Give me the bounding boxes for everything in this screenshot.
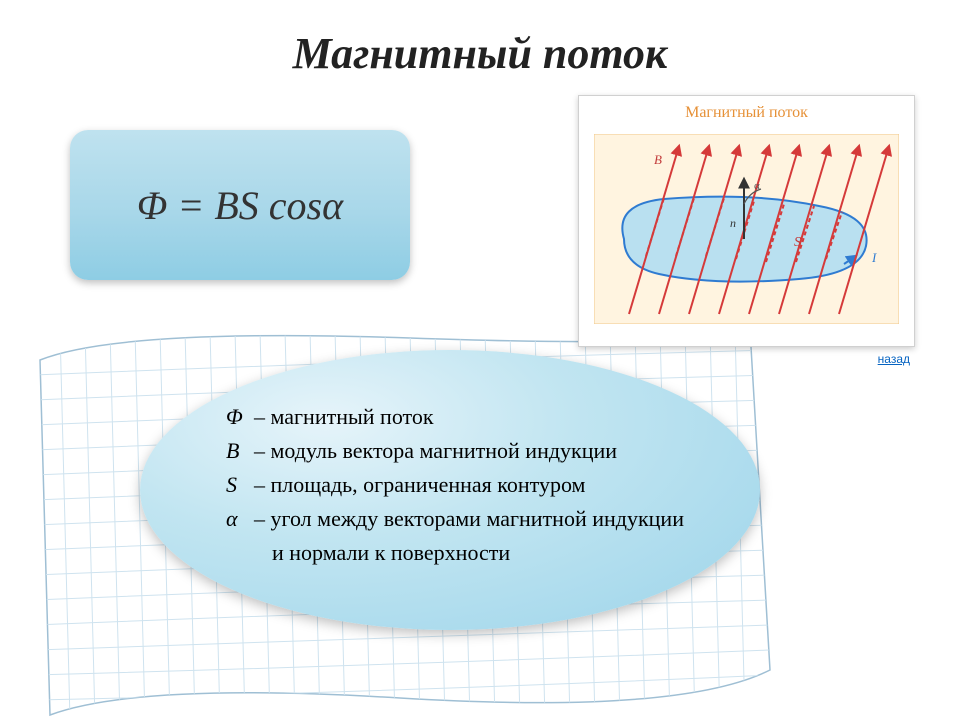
legend-sym: α: [226, 502, 254, 536]
svg-text:n⃗: n⃗: [730, 216, 745, 230]
svg-text:S: S: [794, 235, 801, 250]
legend-row-alpha: α– угол между векторами магнитной индукц…: [226, 502, 684, 536]
legend-text: – магнитный поток: [254, 404, 434, 429]
slide: Магнитный поток: [0, 0, 960, 720]
legend-row-cont: и нормали к поверхности: [272, 536, 684, 570]
legend-row-phi: Φ– магнитный поток: [226, 400, 684, 434]
formula-text: Φ = BS cosα: [137, 182, 343, 229]
legend: Φ– магнитный поток B– модуль вектора маг…: [226, 400, 684, 570]
legend-sym: Φ: [226, 400, 254, 434]
flux-diagram-inset: Магнитный поток: [578, 95, 915, 347]
legend-text: – модуль вектора магнитной индукции: [254, 438, 617, 463]
flux-diagram-svg: B⃗ α n⃗ S I⃗: [594, 134, 899, 324]
legend-text: – площадь, ограниченная контуром: [254, 472, 585, 497]
inset-caption: Магнитный поток: [579, 104, 914, 122]
legend-row-s: S– площадь, ограниченная контуром: [226, 468, 684, 502]
legend-sym: B: [226, 434, 254, 468]
svg-text:α: α: [754, 180, 760, 192]
legend-text: – угол между векторами магнитной индукци…: [254, 506, 684, 531]
legend-text: и нормали к поверхности: [272, 540, 510, 565]
svg-text:I⃗: I⃗: [871, 250, 886, 265]
back-link[interactable]: назад: [878, 352, 910, 366]
formula-card: Φ = BS cosα: [70, 130, 410, 280]
page-title: Магнитный поток: [0, 28, 960, 79]
legend-row-b: B– модуль вектора магнитной индукции: [226, 434, 684, 468]
svg-text:B⃗: B⃗: [654, 152, 672, 167]
legend-sym: S: [226, 468, 254, 502]
